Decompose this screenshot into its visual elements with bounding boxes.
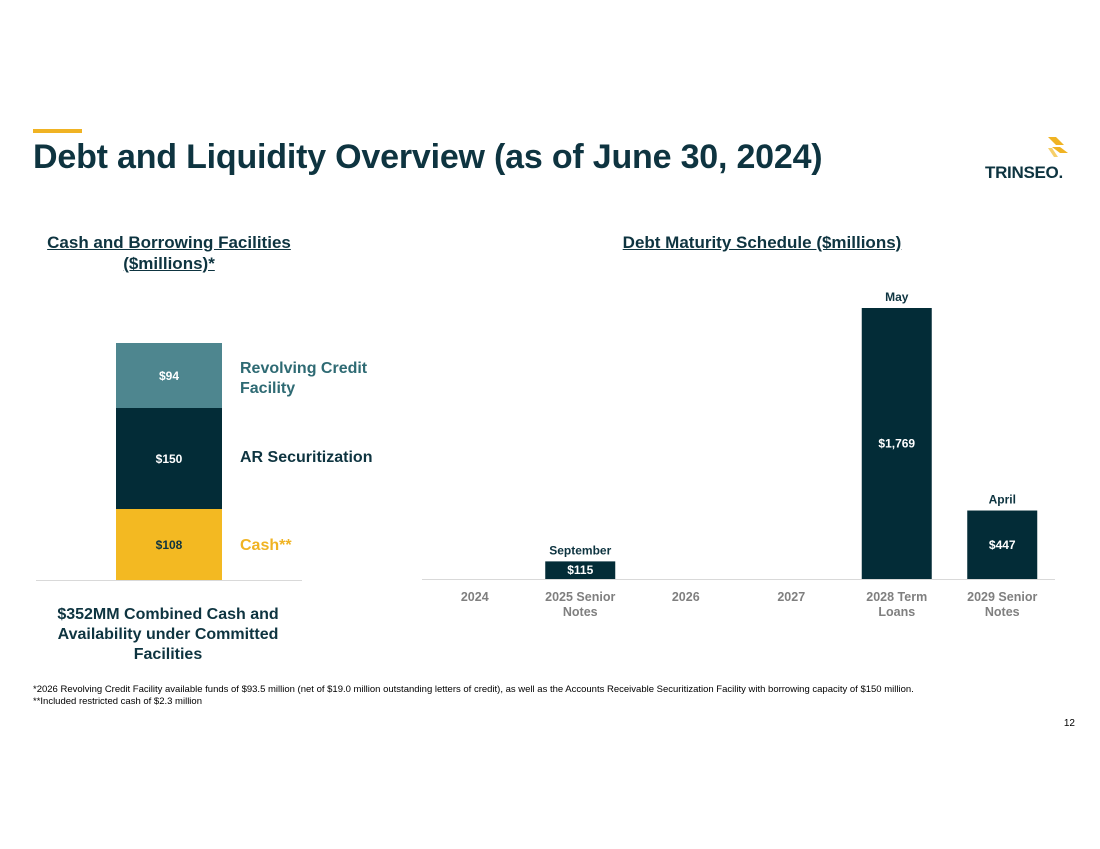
legend-revolving-credit-label: Revolving Credit Facility — [240, 360, 368, 397]
page-number: 12 — [1063, 718, 1075, 729]
debt-bar-month-label-5: April — [989, 493, 1016, 507]
debt-bar-value-label-5: $447 — [989, 538, 1016, 552]
debt-maturity-title: Debt Maturity Schedule ($millions) — [622, 233, 902, 252]
debt-category-label-1: 2025 Senior Notes — [545, 590, 615, 619]
ar-value-label: $150 — [155, 451, 183, 466]
combined-liquidity-summary: $352MM Combined Cash and Availability un… — [57, 606, 279, 663]
cash-value-label: $108 — [155, 537, 183, 552]
debt-category-label-2: 2026 — [672, 590, 700, 604]
debt-bar-value-label-4: $1,769 — [878, 437, 915, 451]
legend-revolving-credit: Revolving Credit Facility — [240, 359, 390, 399]
debt-category-label-4: 2028 Term Loans — [866, 590, 927, 619]
debt-category-label-3: 2027 — [777, 590, 805, 604]
debt-bar-value-label-1: $115 — [567, 563, 593, 577]
debt-bar-4 — [861, 308, 932, 579]
debt-bar-1 — [545, 561, 616, 579]
footnotes: *2026 Revolving Credit Facility availabl… — [33, 684, 1033, 708]
cash-facilities-title: Cash and Borrowing Facilities ($millions… — [47, 233, 291, 273]
debt-category-label-0: 2024 — [461, 590, 489, 604]
debt-category-label-5: 2029 Senior Notes — [967, 590, 1037, 619]
left-chart-baseline — [36, 580, 302, 581]
trinseo-logo: TRINSEO. — [985, 136, 1075, 186]
cash-bar-segment: $108 — [116, 509, 222, 580]
debt-bar-5 — [967, 510, 1038, 579]
title-accent-line — [33, 129, 82, 133]
ar-securitization-bar-segment: $150 — [116, 408, 222, 509]
legend-ar-securitization: AR Securitization — [240, 448, 372, 468]
legend-cash: Cash** — [240, 536, 292, 556]
footnote-1: *2026 Revolving Credit Facility availabl… — [33, 684, 914, 695]
footnote-2: **Included restricted cash of $2.3 milli… — [33, 696, 202, 707]
legend-cash-label: Cash** — [240, 537, 292, 554]
debt-bar-month-label-4: May — [885, 290, 909, 304]
page-title: Debt and Liquidity Overview (as of June … — [33, 138, 823, 176]
revolver-value-label: $94 — [158, 368, 180, 383]
debt-bar-month-label-1: September — [549, 543, 611, 557]
logo-arrows-icon — [1048, 137, 1068, 157]
legend-ar-label: AR Securitization — [240, 449, 373, 466]
revolver-bar-segment: $94 — [116, 343, 222, 408]
logo-text: TRINSEO. — [985, 163, 1063, 182]
